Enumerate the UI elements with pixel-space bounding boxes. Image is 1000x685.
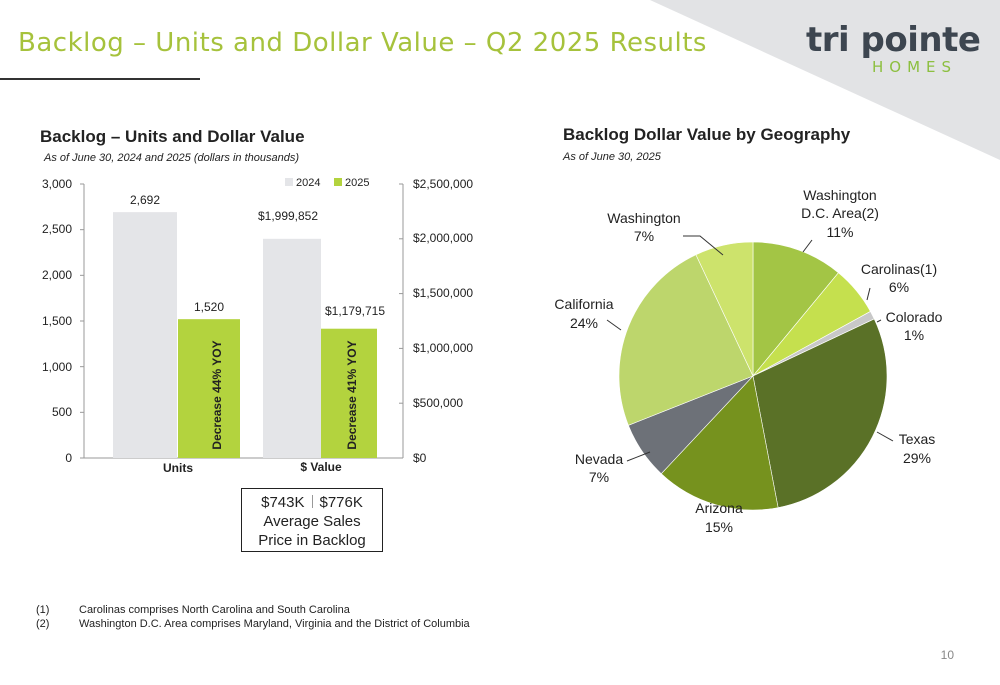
pie-chart-title: Backlog Dollar Value by Geography [563,125,851,144]
category-label-units: Units [163,461,193,475]
data-label-value-2025: $1,179,715 [325,304,385,318]
asp-separator [311,495,313,508]
pie-label-carolinas-pct: 6% [889,279,909,295]
logo-subtitle: HOMES [872,58,958,76]
pie-slice-texas [752,318,888,508]
pie-label-arizona-pct: 15% [705,519,733,535]
pie-label-california-line1: California [554,296,613,312]
page-number: 10 [940,648,954,662]
legend-label-2024: 2024 [296,177,320,189]
company-logo: tri pointe HOMES [806,20,981,78]
asp-caption-line2: Price in Backlog [258,532,366,549]
value-change-label: Decrease 41% YOY [345,340,359,449]
bar-value-2025 [321,328,377,458]
left-axis-tick: 0 [65,451,72,465]
pie-label-arizona-line1: Arizona [695,500,743,516]
left-axis-tick: 2,000 [42,268,72,282]
leader-line-carolinas [866,287,871,301]
leader-line-texas [876,431,894,442]
pie-label-colorado-pct: 1% [904,327,924,343]
pie-slice-washington [695,241,754,377]
logo-wordmark: tri pointe [806,20,981,60]
leader-line-washington [683,235,724,256]
legend-swatch-2025 [334,178,342,186]
left-axis-tick: 2,500 [42,222,72,236]
leader-line-colorado [876,319,882,323]
leader-line-dc [802,239,813,253]
right-axis-tick: $1,000,000 [413,341,473,355]
title-divider [0,78,200,80]
data-label-value-2024: $1,999,852 [258,209,318,223]
right-axis-tick: $2,500,000 [413,177,473,191]
pie-label-colorado-line1: Colorado [886,309,943,325]
bar-chart-title: Backlog – Units and Dollar Value [40,127,305,146]
bar-chart-subtitle: As of June 30, 2024 and 2025 (dollars in… [44,152,300,164]
bar-units-2024 [113,212,177,458]
asp-2025-value: $776K [319,494,363,511]
pie-slice-arizona [660,375,779,511]
data-label-units-2024: 2,692 [130,193,160,207]
bar-units-2025 [178,319,240,458]
left-axis-tick: 500 [52,405,72,419]
pie-label-carolinas-line1: Carolinas(1) [861,261,937,277]
footnote-item: (2) Washington D.C. Area comprises Maryl… [36,618,470,632]
pie-slice-dc [752,241,839,377]
left-axis-tick: 3,000 [42,177,72,191]
asp-caption-line1: Average Sales [263,513,361,530]
data-label-units-2025: 1,520 [194,300,224,314]
right-axis-tick: $1,500,000 [413,286,473,300]
leader-line-california [606,319,622,331]
category-label-value: $ Value [300,460,342,474]
legend-label-2025: 2025 [345,177,369,189]
left-axis-tick: 1,500 [42,314,72,328]
pie-label-nevada-pct: 7% [589,469,609,485]
footnotes: (1) Carolinas comprises North Carolina a… [36,604,470,632]
footnote-number: (1) [36,604,50,616]
left-axis-tick: 1,000 [42,360,72,374]
bar-value-2024 [263,238,321,458]
pie-chart-subtitle: As of June 30, 2025 [563,151,661,163]
asp-2024-value: $743K [261,494,305,511]
right-axis-tick: $2,000,000 [413,231,473,245]
legend-swatch-2024 [285,178,293,186]
footnote-text: Washington D.C. Area comprises Maryland,… [79,618,470,630]
right-axis-tick: $0 [413,451,427,465]
asp-values: $743K $776K [242,493,382,512]
right-axis-tick: $500,000 [413,396,463,410]
pie-label-washington-pct: 7% [634,228,654,244]
pie-slice-california [618,254,754,426]
leader-line-nevada [626,451,651,462]
page-title: Backlog – Units and Dollar Value – Q2 20… [18,28,707,58]
pie-label-dc-pct: 11% [827,224,854,240]
pie-label-washington-line1: Washington [607,210,680,226]
footnote-number: (2) [36,618,50,630]
units-change-label: Decrease 44% YOY [210,340,224,449]
pie-label-california-pct: 24% [570,315,598,331]
pie-label-dc-line2: D.C. Area(2) [801,205,879,221]
pie-label-texas-pct: 29% [903,450,931,466]
footnote-text: Carolinas comprises North Carolina and S… [79,604,350,616]
average-sales-price-box: $743K $776K Average Sales Price in Backlo… [241,488,383,552]
pie-label-nevada-line1: Nevada [575,451,623,467]
pie-label-texas-line1: Texas [899,431,936,447]
pie-label-dc-line1: Washington [803,187,876,203]
footnote-item: (1) Carolinas comprises North Carolina a… [36,604,470,618]
